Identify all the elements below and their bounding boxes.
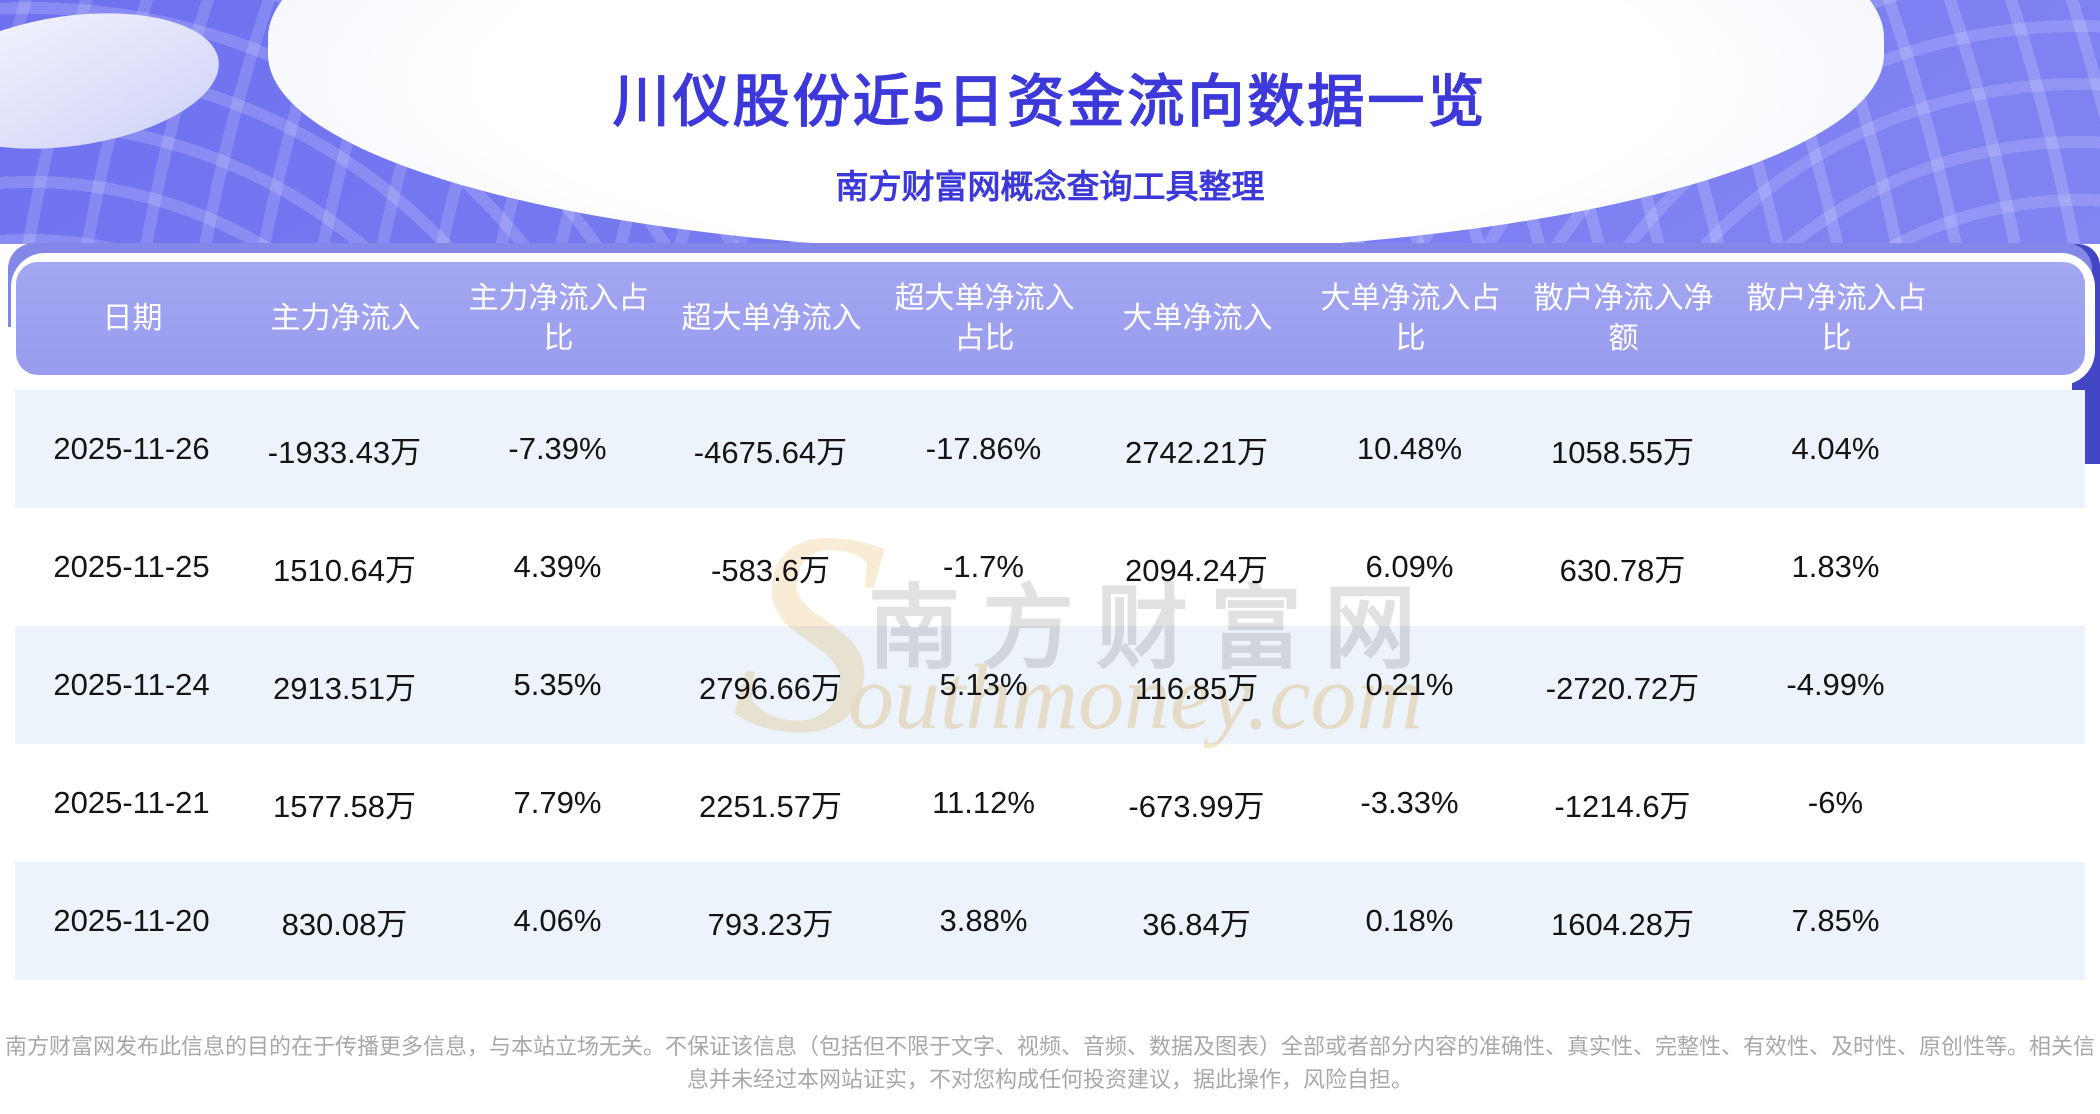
table-cell: 5.13% [939, 667, 1028, 702]
table-cell: 7.79% [513, 785, 602, 820]
table-row: 2025-11-24 2913.51万 5.35% 2796.66万 5.13% 116.… [15, 626, 2085, 744]
column-header: 日期 [102, 301, 163, 335]
table-row: 2025-11-20 830.08万 4.06% 793.23万 3.88% 36.84万… [15, 862, 2085, 980]
table-row: 2025-11-26 -1933.43万 -7.39% -4675.64万 -17.86… [15, 390, 2085, 508]
column-header: 超大单净流入占比 [894, 281, 1075, 355]
table-cell: -1.7% [943, 549, 1024, 584]
table-cell: 4.04% [1791, 431, 1880, 466]
table-cell: -673.99万 [1128, 788, 1265, 824]
table-cell: -4.99% [1786, 667, 1885, 702]
table-cell: 2025-11-21 [53, 785, 210, 820]
table-cell: 2094.24万 [1124, 552, 1269, 588]
table-cell: 0.18% [1365, 903, 1454, 938]
table-cell: 1.83% [1791, 549, 1880, 584]
table-row: 2025-11-21 1577.58万 7.79% 2251.57万 11.12% -67… [15, 744, 2085, 862]
table-cell: 2025-11-24 [53, 667, 210, 702]
table-cell: -17.86% [925, 431, 1042, 466]
table-cell: 793.23万 [707, 906, 834, 942]
column-header: 大单净流入 [1122, 301, 1273, 335]
table-cell: -6% [1807, 785, 1864, 820]
table-cell: -583.6万 [711, 552, 830, 588]
table-cell: 630.78万 [1559, 552, 1686, 588]
table-cell: 1510.64万 [272, 552, 417, 588]
decor-white-blob [268, 0, 1884, 244]
table-cell: 36.84万 [1142, 906, 1251, 942]
table-cell: 2251.57万 [698, 788, 843, 824]
footer-disclaimer: 南方财富网发布此信息的目的在于传播更多信息，与本站立场无关。不保证该信息（包括但… [4, 1034, 2095, 1092]
table-cell: 2742.21万 [1124, 434, 1269, 470]
table-cell: 1577.58万 [272, 788, 417, 824]
table-cell: -1214.6万 [1554, 788, 1691, 824]
table-cell: 1058.55万 [1550, 434, 1695, 470]
table-cell: 4.06% [513, 903, 602, 938]
table-cell: -1933.43万 [267, 434, 422, 470]
table-cell: 2025-11-25 [53, 549, 210, 584]
table-cell: 116.85万 [1134, 670, 1259, 706]
column-header: 主力净流入 [270, 301, 421, 335]
table-cell: -3.33% [1360, 785, 1459, 820]
table-cell: -4675.64万 [693, 434, 848, 470]
table-row: 2025-11-25 1510.64万 4.39% -583.6万 -1.7% 2094.… [15, 508, 2085, 626]
table-body: 2025-11-26 -1933.43万 -7.39% -4675.64万 -17.86… [15, 390, 2085, 980]
column-header: 大单净流入占比 [1320, 281, 1501, 355]
table-cell: 2025-11-20 [53, 903, 210, 938]
table-cell: 7.85% [1791, 903, 1880, 938]
header-row: 日期 主力净流入 主力净流入占比 超大单净流入 超大单净流入占比 大单净流入 大单净流入占比… [16, 262, 2085, 375]
column-header: 主力净流入占比 [468, 281, 649, 355]
table-cell: -2720.72万 [1545, 670, 1700, 706]
table-cell: 2025-11-26 [53, 431, 210, 466]
table-cell: 3.88% [939, 903, 1028, 938]
column-header: 散户净流入占比 [1746, 281, 1927, 355]
table-cell: 1604.28万 [1550, 906, 1695, 942]
table-cell: 4.39% [513, 549, 602, 584]
page-title: 川仪股份近5日资金流向数据一览 [612, 70, 1488, 134]
table-cell: 6.09% [1365, 549, 1454, 584]
page-subtitle: 南方财富网概念查询工具整理 [835, 168, 1265, 205]
table-cell: 5.35% [513, 667, 602, 702]
column-header: 超大单净流入 [681, 301, 862, 335]
table-cell: 2796.66万 [698, 670, 843, 706]
banner: 川仪股份近5日资金流向数据一览 南方财富网概念查询工具整理 [0, 0, 2100, 244]
table-cell: -7.39% [508, 431, 607, 466]
column-header: 散户净流入净额 [1533, 281, 1714, 355]
table-cell: 2913.51万 [272, 670, 417, 706]
table-cell: 10.48% [1356, 431, 1463, 466]
table-cell: 830.08万 [281, 906, 408, 942]
table-cell: 0.21% [1365, 667, 1454, 702]
table-cell: 11.12% [932, 785, 1035, 820]
